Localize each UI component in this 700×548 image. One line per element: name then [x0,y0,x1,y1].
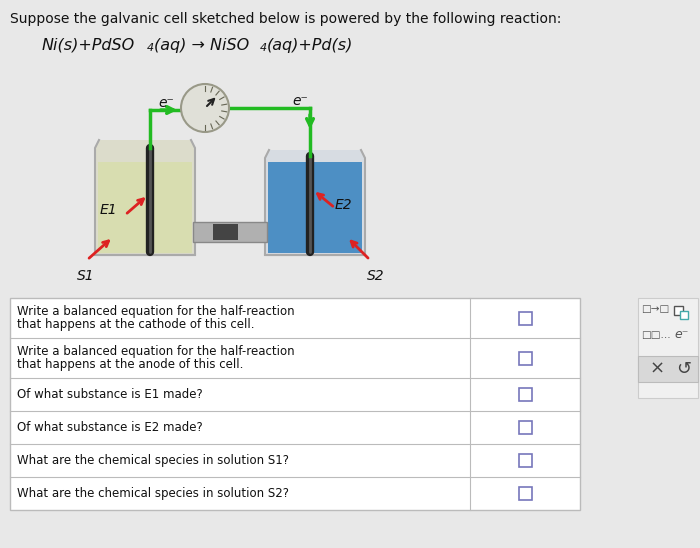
Bar [680,311,688,319]
Polygon shape [98,162,192,253]
Text: e⁻: e⁻ [158,96,174,110]
Bar [519,487,531,500]
Polygon shape [265,150,365,255]
Text: 4: 4 [260,43,267,53]
Bar [519,454,531,467]
Circle shape [181,84,229,132]
Text: Suppose the galvanic cell sketched below is powered by the following reaction:: Suppose the galvanic cell sketched below… [10,12,561,26]
Text: What are the chemical species in solution S1?: What are the chemical species in solutio… [17,454,289,467]
Bar [519,311,531,324]
Text: Ni(s)+PdSO: Ni(s)+PdSO [42,38,135,53]
Text: Write a balanced equation for the half-reaction: Write a balanced equation for the half-r… [17,345,295,358]
Text: E2: E2 [335,198,353,212]
Text: Write a balanced equation for the half-reaction: Write a balanced equation for the half-r… [17,305,295,318]
Text: (aq)+Pd(s): (aq)+Pd(s) [267,38,354,53]
Text: □□...: □□... [641,330,671,340]
Bar [519,351,531,364]
Text: E1: E1 [100,203,118,217]
Text: ↺: ↺ [676,360,691,378]
Text: that happens at the anode of this cell.: that happens at the anode of this cell. [17,358,244,371]
Bar [519,388,531,401]
Text: e⁻: e⁻ [674,328,688,341]
Text: 4: 4 [147,43,154,53]
Bar [638,356,698,382]
Text: Of what substance is E2 made?: Of what substance is E2 made? [17,421,203,434]
Text: Of what substance is E1 made?: Of what substance is E1 made? [17,388,203,401]
Bar [519,421,531,434]
Bar [213,224,238,240]
Bar [674,306,683,315]
Bar [638,298,698,398]
Polygon shape [95,140,195,255]
Text: (aq) → NiSO: (aq) → NiSO [154,38,249,53]
Bar [193,222,267,242]
Polygon shape [268,162,362,253]
Text: ×: × [650,360,665,378]
Text: S1: S1 [77,269,94,283]
Text: e⁻: e⁻ [292,94,308,108]
Text: What are the chemical species in solution S2?: What are the chemical species in solutio… [17,487,289,500]
Bar [10,298,580,510]
Text: S2: S2 [367,269,384,283]
Text: that happens at the cathode of this cell.: that happens at the cathode of this cell… [17,318,255,331]
Text: □→□: □→□ [641,304,669,314]
